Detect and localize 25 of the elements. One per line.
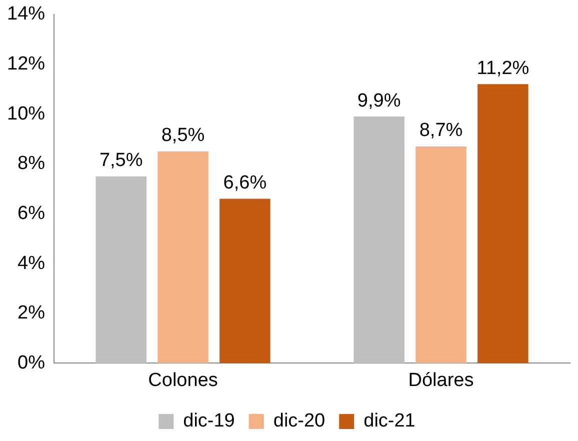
bar [354,116,404,364]
y-tick-label: 12% [6,53,46,74]
y-tick-label: 8% [18,153,46,174]
legend-label: dic-19 [183,410,235,432]
data-label: 11,2% [476,58,530,79]
y-tick-label: 4% [18,252,46,274]
data-label: 7,5% [99,150,143,172]
data-label: 8,5% [161,125,205,146]
data-label: 8,7% [419,120,463,142]
legend-label: dic-20 [273,410,326,432]
bar [96,176,146,364]
x-tick-label: Dólares [408,370,474,391]
x-tick-label: Colones [148,370,218,391]
bar [478,84,528,364]
y-tick-label: 2% [18,302,46,324]
y-tick-label: 0% [18,352,46,374]
data-label: 9,9% [357,90,401,112]
y-tick-label: 10% [6,103,46,124]
bar [158,151,208,364]
data-label: 6,6% [223,172,267,194]
legend-label: dic-21 [364,410,416,432]
y-tick-label: 6% [18,202,46,224]
bar [416,146,466,364]
bar [220,198,270,364]
y-tick-label: 14% [6,4,46,25]
